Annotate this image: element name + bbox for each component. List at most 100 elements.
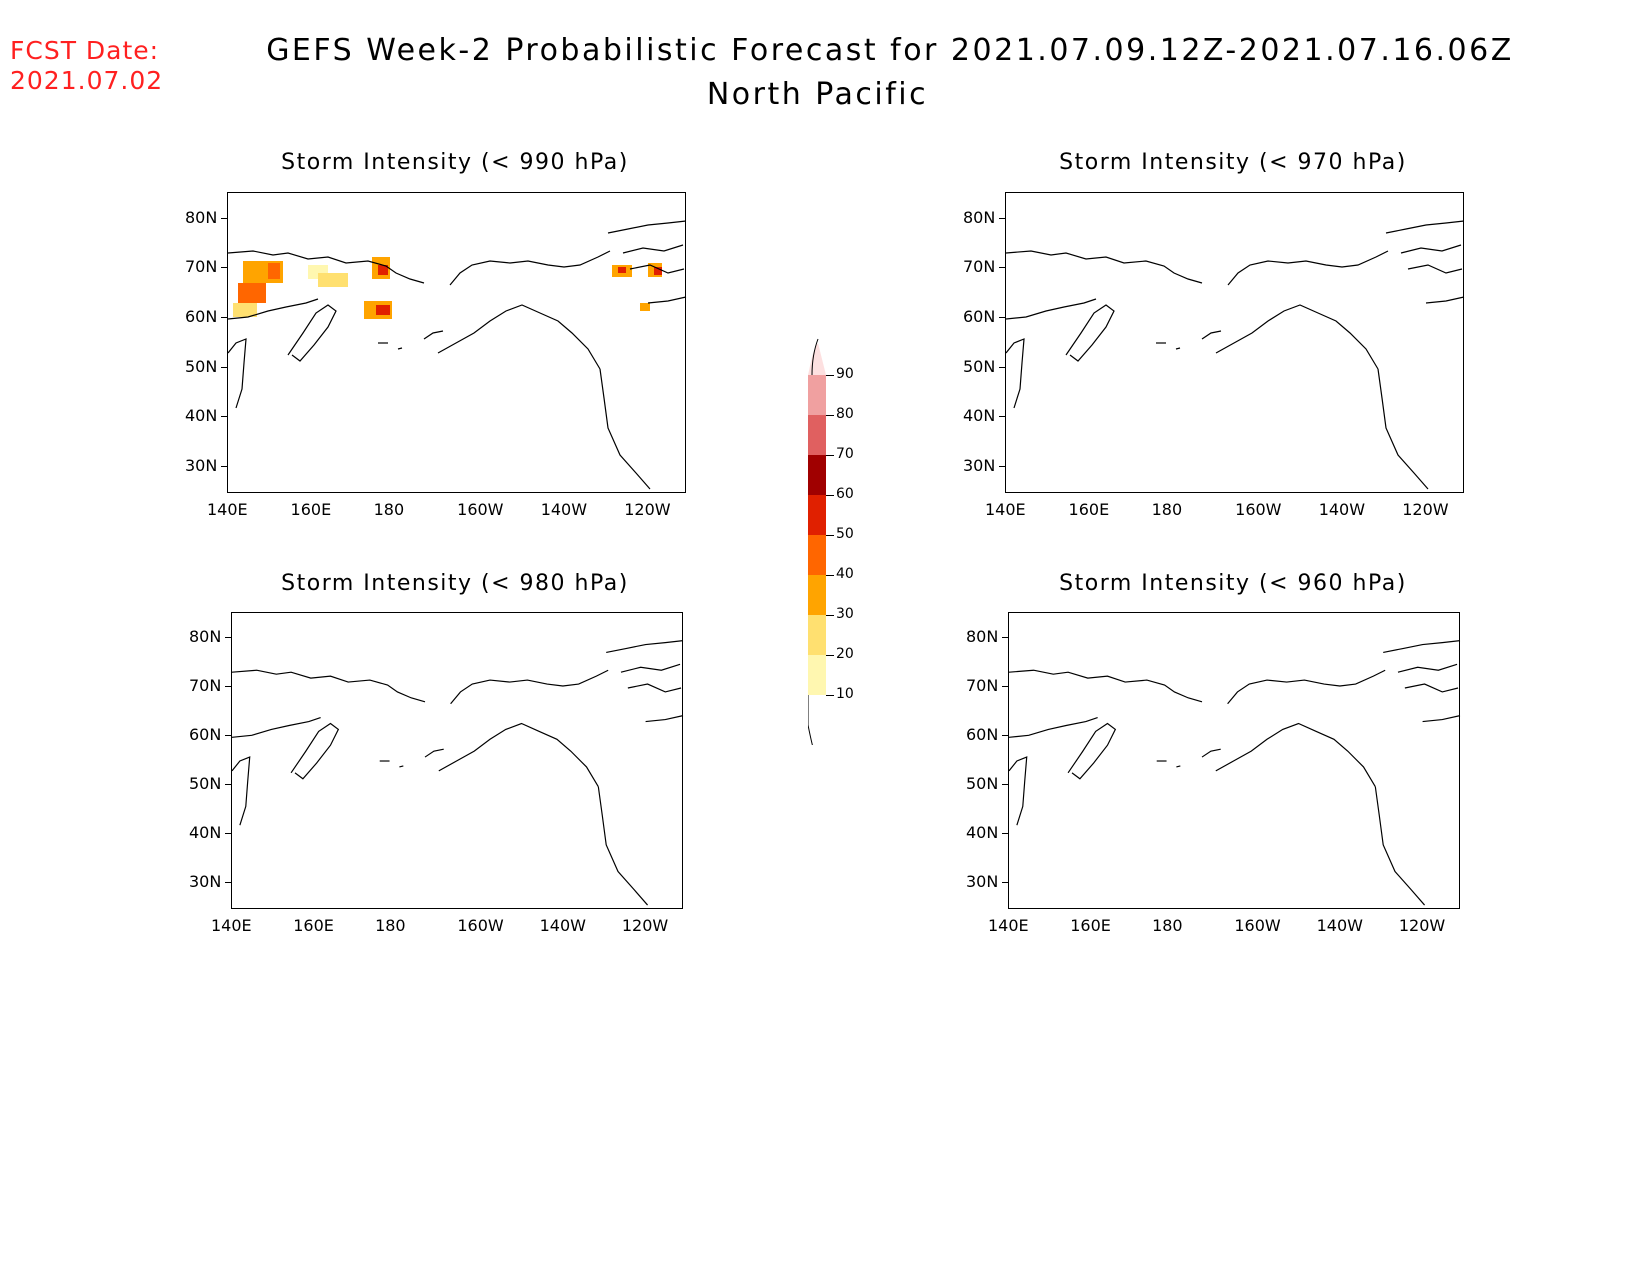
colorbar-tick	[826, 495, 834, 496]
coastline	[599, 368, 651, 490]
lat-tick	[221, 465, 227, 467]
coastline	[1009, 756, 1028, 826]
lat-tick	[221, 217, 227, 219]
coastline	[232, 756, 251, 826]
lat-tick	[999, 366, 1005, 368]
coastline	[1215, 722, 1376, 787]
panel-title-970: Storm Intensity (< 970 hPa)	[1059, 150, 1407, 175]
lat-tick-label: 70N	[185, 257, 218, 277]
panel-title-980: Storm Intensity (< 980 hPa)	[281, 571, 629, 596]
coastline	[1201, 330, 1222, 340]
lat-tick	[999, 416, 1005, 418]
lat-tick	[1002, 833, 1008, 835]
lon-tick-label: 160W	[1235, 500, 1282, 519]
coastline	[438, 722, 599, 787]
map-frame	[231, 612, 684, 909]
lat-tick-label: 70N	[966, 676, 999, 696]
colorbar-segment	[808, 455, 826, 495]
lat-tick-label: 70N	[963, 257, 996, 277]
map-canvas	[232, 640, 684, 906]
colorbar-tick	[826, 455, 834, 456]
coastline	[449, 250, 611, 286]
lat-tick-label: 80N	[966, 627, 999, 647]
coastline	[290, 722, 340, 780]
lat-tick	[999, 316, 1005, 318]
panel-title-990: Storm Intensity (< 990 hPa)	[281, 150, 629, 175]
probability-shading	[378, 265, 388, 275]
lat-tick-label: 80N	[963, 207, 996, 227]
coastline	[622, 244, 684, 254]
colorbar-tick	[826, 535, 834, 536]
coastline	[397, 347, 403, 350]
colorbar-segment	[808, 575, 826, 615]
probability-shading	[654, 267, 662, 275]
lon-tick-label: 140E	[988, 916, 1029, 935]
lon-tick-label: 120W	[621, 916, 669, 935]
colorbar: 10 20 30 40 50 60 70 80 90	[807, 335, 868, 764]
lon-tick-label: 120W	[1398, 916, 1446, 935]
coastline	[1407, 264, 1463, 274]
lat-tick	[221, 416, 227, 418]
colorbar-extension	[811, 338, 819, 376]
colorbar-segment	[808, 615, 826, 655]
lat-tick-label: 50N	[189, 774, 222, 794]
coastline	[645, 715, 684, 723]
coastline	[1404, 683, 1459, 693]
coastline	[1006, 250, 1203, 284]
coastline	[1176, 765, 1181, 768]
panel-title-960: Storm Intensity (< 960 hPa)	[1059, 571, 1407, 596]
colorbar-label: 80	[836, 406, 854, 422]
coastline	[1422, 715, 1461, 723]
colorbar-segment	[808, 495, 826, 535]
colorbar-label: 90	[836, 366, 854, 382]
coastline	[399, 765, 404, 768]
coastline	[424, 748, 444, 758]
lat-tick-label: 30N	[185, 455, 218, 475]
colorbar-label: 10	[836, 686, 854, 702]
lon-tick-label: 160E	[293, 916, 334, 935]
coastline	[1400, 244, 1462, 254]
lat-tick	[999, 267, 1005, 269]
fcst-date-label: FCST Date:	[10, 36, 160, 65]
coastline	[1215, 304, 1379, 370]
probability-shading	[268, 263, 280, 279]
coastline	[1175, 347, 1181, 350]
lat-tick	[999, 217, 1005, 219]
fcst-date-value: 2021.07.02	[10, 66, 164, 95]
probability-shading	[318, 273, 348, 287]
lat-tick-label: 60N	[966, 725, 999, 745]
coastline	[1009, 669, 1203, 703]
lat-tick-label: 50N	[966, 774, 999, 794]
colorbar-segment	[808, 535, 826, 575]
colorbar-label: 60	[836, 486, 854, 502]
lat-tick	[221, 366, 227, 368]
colorbar-label: 30	[836, 606, 854, 622]
lon-tick-label: 160E	[1070, 916, 1111, 935]
lat-tick	[225, 833, 231, 835]
colorbar-tick	[826, 415, 834, 416]
probability-shading	[238, 283, 266, 303]
lat-tick-label: 40N	[185, 406, 218, 426]
lon-tick-label: 140E	[207, 500, 248, 519]
lat-tick	[225, 637, 231, 639]
coastline	[287, 304, 337, 362]
probability-shading	[618, 267, 626, 273]
lon-tick-label: 140E	[985, 500, 1026, 519]
map-panel-990: 80N 70N 60N 50N 40N 30N 140E 160E 180 160W 140W 120…	[150, 190, 690, 525]
colorbar-tick	[826, 615, 834, 616]
coastline	[232, 717, 321, 738]
map-frame	[227, 192, 687, 493]
page-title: GEFS Week-2 Probabilistic Forecast for 2…	[266, 33, 1514, 68]
lat-tick-label: 80N	[185, 207, 218, 227]
coastline	[1377, 368, 1429, 490]
colorbar-label: 50	[836, 526, 854, 542]
coastline	[232, 669, 426, 703]
colorbar-canvas	[807, 338, 826, 764]
map-panel-960: 80N 70N 60N 50N 40N 30N 140E 160E 180 160W 140W 120…	[931, 610, 1471, 945]
lat-tick-label: 60N	[963, 306, 996, 326]
coastline	[1385, 220, 1465, 234]
lon-tick-label: 160E	[290, 500, 332, 519]
coastline	[1425, 296, 1465, 304]
lon-tick-label: 160E	[1068, 500, 1110, 519]
map-frame	[1005, 192, 1465, 493]
